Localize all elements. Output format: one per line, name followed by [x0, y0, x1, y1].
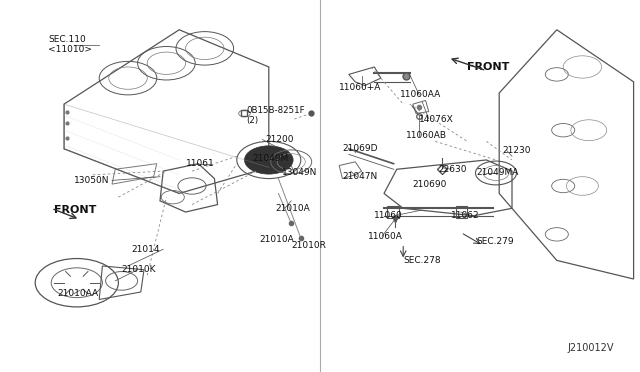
- Text: SEC.110
<11010>: SEC.110 <11010>: [48, 35, 92, 54]
- Text: 21230: 21230: [502, 146, 531, 155]
- Text: 11060A: 11060A: [368, 232, 403, 241]
- Text: 11060+A: 11060+A: [339, 83, 381, 92]
- Text: 11061: 11061: [186, 159, 214, 168]
- Text: 11060AA: 11060AA: [400, 90, 441, 99]
- Circle shape: [244, 146, 293, 174]
- Text: 21049M: 21049M: [253, 154, 289, 163]
- Text: 21200: 21200: [266, 135, 294, 144]
- Text: 21010A: 21010A: [275, 204, 310, 213]
- Text: 22630: 22630: [438, 165, 467, 174]
- Text: FRONT: FRONT: [467, 62, 509, 72]
- Text: J210012V: J210012V: [568, 343, 614, 353]
- Text: 14076X: 14076X: [419, 115, 454, 124]
- Text: 11060AB: 11060AB: [406, 131, 447, 140]
- Bar: [387, 206, 399, 218]
- Text: 21010A: 21010A: [259, 235, 294, 244]
- Bar: [456, 206, 467, 218]
- Text: 21010K: 21010K: [122, 265, 156, 274]
- Text: 210690: 210690: [413, 180, 447, 189]
- Text: 21010AA: 21010AA: [58, 289, 99, 298]
- Text: 21047N: 21047N: [342, 172, 378, 181]
- Text: 0B15B-8251F
(2): 0B15B-8251F (2): [246, 106, 305, 125]
- Text: SEC.279: SEC.279: [477, 237, 515, 246]
- Text: FRONT: FRONT: [54, 205, 97, 215]
- Text: SEC.278: SEC.278: [403, 256, 441, 265]
- Text: 11060: 11060: [374, 211, 403, 220]
- Text: 11062: 11062: [451, 211, 480, 220]
- Text: 21010R: 21010R: [291, 241, 326, 250]
- Text: 13049N: 13049N: [282, 169, 317, 177]
- Text: 21014: 21014: [131, 245, 160, 254]
- Text: 21069D: 21069D: [342, 144, 378, 153]
- Text: 13050N: 13050N: [74, 176, 109, 185]
- Text: 21049MA: 21049MA: [477, 169, 519, 177]
